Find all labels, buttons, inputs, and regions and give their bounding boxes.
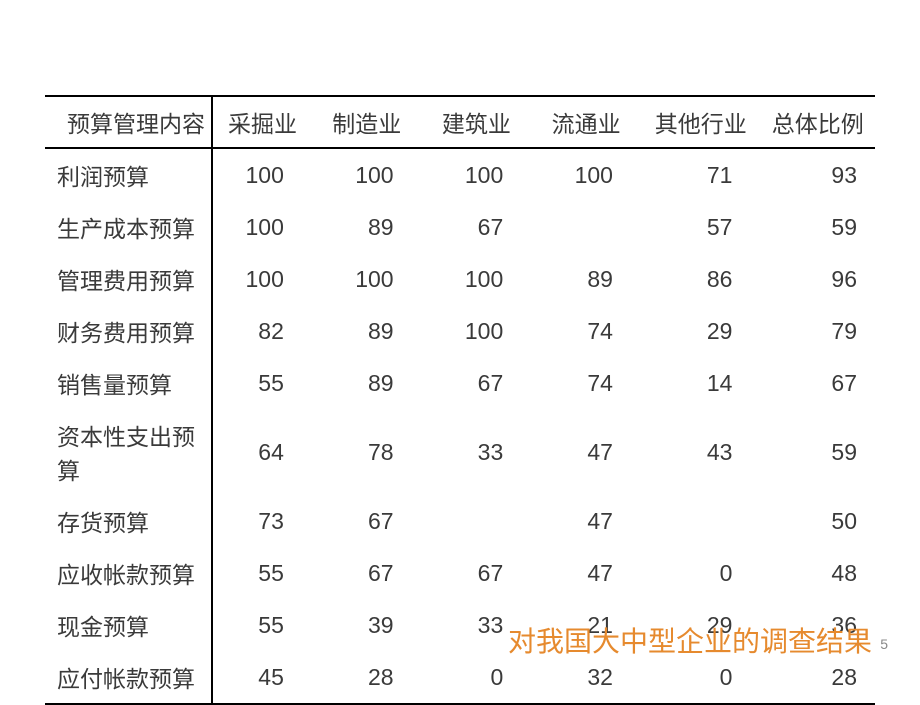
table-row: 销售量预算 55 89 67 74 14 67 (45, 357, 875, 409)
cell-value: 89 (312, 305, 422, 357)
cell-value: 45 (212, 651, 312, 704)
cell-value: 14 (641, 357, 761, 409)
cell-value: 39 (312, 599, 422, 651)
cell-value: 33 (422, 409, 532, 495)
cell-value (422, 495, 532, 547)
cell-value: 100 (422, 305, 532, 357)
cell-value: 55 (212, 599, 312, 651)
slide-container: 预算管理内容 采掘业 制造业 建筑业 流通业 其他行业 总体比例 利润预算 10… (0, 0, 920, 690)
footer-note: 对我国大中型企业的调查结果 (508, 620, 872, 660)
table-row: 资本性支出预算 64 78 33 47 43 59 (45, 409, 875, 495)
cell-value: 74 (531, 357, 641, 409)
cell-value: 93 (760, 148, 875, 201)
cell-value: 74 (531, 305, 641, 357)
cell-value: 67 (760, 357, 875, 409)
cell-value: 96 (760, 253, 875, 305)
cell-value: 100 (212, 253, 312, 305)
cell-value: 59 (760, 201, 875, 253)
table-row: 存货预算 73 67 47 50 (45, 495, 875, 547)
cell-value: 100 (422, 148, 532, 201)
cell-value: 89 (312, 201, 422, 253)
table-row: 管理费用预算 100 100 100 89 86 96 (45, 253, 875, 305)
cell-value: 55 (212, 357, 312, 409)
cell-value: 47 (531, 547, 641, 599)
cell-value: 29 (641, 305, 761, 357)
table-header: 预算管理内容 采掘业 制造业 建筑业 流通业 其他行业 总体比例 (45, 96, 875, 148)
cell-value: 59 (760, 409, 875, 495)
cell-value: 64 (212, 409, 312, 495)
cell-value: 100 (312, 148, 422, 201)
table-row: 应收帐款预算 55 67 67 47 0 48 (45, 547, 875, 599)
cell-value: 57 (641, 201, 761, 253)
cell-value (641, 495, 761, 547)
cell-value: 67 (312, 547, 422, 599)
cell-label: 销售量预算 (45, 357, 212, 409)
cell-label: 财务费用预算 (45, 305, 212, 357)
cell-value: 67 (422, 357, 532, 409)
cell-value: 86 (641, 253, 761, 305)
cell-value: 82 (212, 305, 312, 357)
header-col-2: 制造业 (312, 96, 422, 148)
header-col-4: 流通业 (531, 96, 641, 148)
header-col-3: 建筑业 (422, 96, 532, 148)
cell-value: 71 (641, 148, 761, 201)
cell-value: 48 (760, 547, 875, 599)
cell-value: 100 (212, 148, 312, 201)
header-col-5: 其他行业 (641, 96, 761, 148)
cell-label: 应收帐款预算 (45, 547, 212, 599)
cell-value: 50 (760, 495, 875, 547)
page-number: 5 (880, 636, 888, 652)
cell-label: 管理费用预算 (45, 253, 212, 305)
cell-value: 28 (312, 651, 422, 704)
cell-value: 55 (212, 547, 312, 599)
table-row: 财务费用预算 82 89 100 74 29 79 (45, 305, 875, 357)
cell-value: 47 (531, 409, 641, 495)
cell-value: 67 (422, 201, 532, 253)
cell-value: 0 (641, 547, 761, 599)
table-row: 生产成本预算 100 89 67 57 59 (45, 201, 875, 253)
cell-label: 应付帐款预算 (45, 651, 212, 704)
cell-label: 存货预算 (45, 495, 212, 547)
cell-value: 100 (422, 253, 532, 305)
cell-value: 100 (531, 148, 641, 201)
cell-value: 100 (312, 253, 422, 305)
cell-value: 67 (312, 495, 422, 547)
cell-label: 现金预算 (45, 599, 212, 651)
cell-value (531, 201, 641, 253)
cell-label: 利润预算 (45, 148, 212, 201)
header-row: 预算管理内容 采掘业 制造业 建筑业 流通业 其他行业 总体比例 (45, 96, 875, 148)
header-col-6: 总体比例 (760, 96, 875, 148)
header-col-0: 预算管理内容 (45, 96, 212, 148)
cell-value: 67 (422, 547, 532, 599)
budget-table: 预算管理内容 采掘业 制造业 建筑业 流通业 其他行业 总体比例 利润预算 10… (45, 95, 875, 705)
cell-value: 78 (312, 409, 422, 495)
cell-value: 43 (641, 409, 761, 495)
cell-value: 89 (531, 253, 641, 305)
header-col-1: 采掘业 (212, 96, 312, 148)
cell-value: 47 (531, 495, 641, 547)
cell-value: 89 (312, 357, 422, 409)
cell-value: 73 (212, 495, 312, 547)
cell-value: 100 (212, 201, 312, 253)
cell-label: 生产成本预算 (45, 201, 212, 253)
table-row: 利润预算 100 100 100 100 71 93 (45, 148, 875, 201)
cell-value: 79 (760, 305, 875, 357)
cell-label: 资本性支出预算 (45, 409, 212, 495)
